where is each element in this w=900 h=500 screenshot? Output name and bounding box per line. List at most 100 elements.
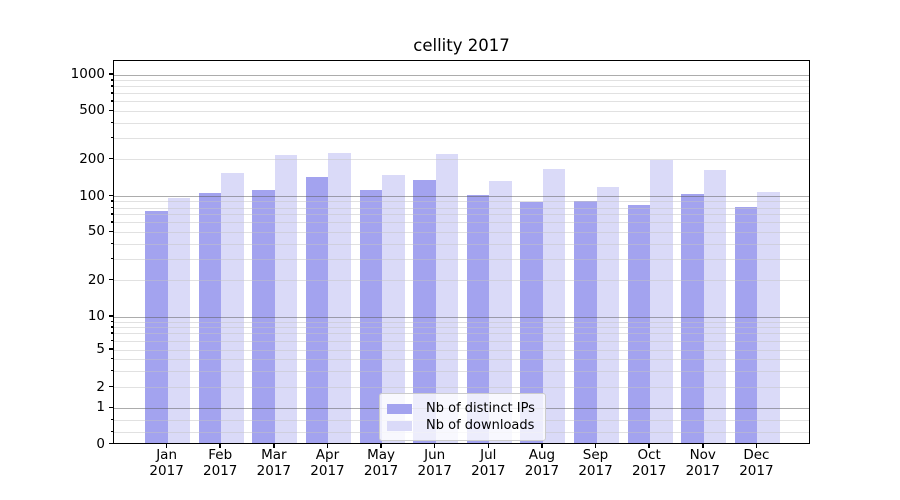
bar-distinct-ips <box>198 193 222 443</box>
y-tick-mark <box>109 442 113 445</box>
y-tick-label: 1000 <box>70 66 105 82</box>
y-minor-tick-mark <box>110 92 113 94</box>
y-tick-mark <box>109 230 113 233</box>
x-tick-label: Nov 2017 <box>685 447 720 479</box>
gridline <box>114 333 809 335</box>
gridline <box>114 327 809 329</box>
x-tick-mark <box>326 443 329 448</box>
x-tick-label: Dec 2017 <box>739 447 774 479</box>
x-tick-label: Aug 2017 <box>524 447 560 479</box>
gridline <box>114 214 809 216</box>
gridline <box>114 207 809 209</box>
bar-downloads <box>596 186 620 443</box>
y-minor-tick-mark <box>110 79 113 81</box>
y-tick-label: 20 <box>87 271 105 288</box>
x-tick-mark <box>273 443 275 448</box>
y-minor-tick-mark <box>110 369 113 372</box>
y-minor-tick-mark <box>110 136 113 139</box>
gridline <box>114 86 809 88</box>
gridline <box>114 243 809 245</box>
y-minor-tick-mark <box>110 326 113 328</box>
bar-distinct-ips <box>359 189 383 443</box>
gridline <box>114 110 809 112</box>
x-tick-label: May 2017 <box>363 447 399 479</box>
x-tick-label: Jan 2017 <box>149 447 184 479</box>
gridline <box>114 340 809 342</box>
y-minor-tick-mark <box>110 257 113 260</box>
gridline <box>114 137 809 139</box>
bar-distinct-ips <box>305 176 329 443</box>
gridline <box>114 280 809 282</box>
bar-distinct-ips <box>252 189 275 443</box>
x-tick-label: Apr 2017 <box>310 447 345 479</box>
y-tick-label: 2 <box>96 378 105 395</box>
bar-distinct-ips <box>734 207 758 443</box>
x-tick-label: Feb 2017 <box>203 447 238 479</box>
bar-downloads <box>650 159 673 443</box>
gridline <box>114 370 809 372</box>
y-tick-label: 5 <box>96 341 105 357</box>
x-tick-mark <box>648 443 650 448</box>
legend-swatch-downloads <box>387 420 412 431</box>
legend-swatch-distinct-ips <box>387 403 412 414</box>
y-tick-mark <box>109 157 113 160</box>
bar-downloads <box>221 172 244 443</box>
gridline <box>114 358 809 360</box>
y-minor-tick-mark <box>110 430 113 433</box>
y-tick-mark <box>109 406 113 409</box>
y-minor-tick-mark <box>110 121 113 124</box>
legend: Nb of distinct IPs Nb of downloads <box>379 393 546 441</box>
gridline <box>114 74 809 76</box>
y-minor-tick-mark <box>110 339 113 342</box>
y-tick-label: 1 <box>96 399 105 416</box>
gridline <box>114 196 809 197</box>
x-tick-mark <box>219 443 221 448</box>
bar-distinct-ips <box>145 210 168 443</box>
x-tick-mark <box>541 443 543 448</box>
x-tick-mark <box>165 443 168 448</box>
bar-distinct-ips <box>413 180 436 443</box>
y-tick-label: 0 <box>96 435 105 452</box>
x-tick-mark <box>380 443 382 448</box>
x-tick-mark <box>487 443 490 448</box>
y-tick-mark <box>109 315 113 317</box>
y-tick-mark <box>109 348 113 350</box>
gridline <box>114 122 809 124</box>
y-tick-mark <box>109 73 113 75</box>
y-tick-label: 500 <box>79 102 105 119</box>
gridline <box>114 387 809 389</box>
gridline <box>114 222 809 224</box>
x-tick-mark <box>594 443 597 448</box>
y-minor-tick-mark <box>110 221 113 223</box>
y-minor-tick-mark <box>110 200 113 202</box>
y-minor-tick-mark <box>110 242 113 245</box>
y-tick-mark <box>109 194 113 197</box>
y-minor-tick-mark <box>110 213 113 215</box>
bar-downloads <box>328 153 351 443</box>
bar-distinct-ips <box>627 205 651 443</box>
x-tick-mark <box>702 443 704 448</box>
x-tick-mark <box>433 443 436 448</box>
bar-distinct-ips <box>681 193 704 443</box>
legend-item-distinct-ips: Nb of distinct IPs <box>387 400 535 417</box>
y-minor-tick-mark <box>110 332 113 334</box>
bar-downloads <box>703 169 727 443</box>
y-minor-tick-mark <box>110 100 113 102</box>
legend-label: Nb of distinct IPs <box>426 401 535 416</box>
gridline <box>114 321 809 323</box>
bar-downloads <box>167 198 191 443</box>
y-tick-label: 200 <box>79 150 105 167</box>
x-tick-label: Jun 2017 <box>417 447 452 479</box>
y-minor-tick-mark <box>110 206 113 209</box>
x-tick-label: Mar 2017 <box>256 447 292 479</box>
x-tick-label: Jul 2017 <box>471 447 506 479</box>
gridline <box>114 101 809 103</box>
y-tick-mark <box>109 109 113 112</box>
x-tick-mark <box>755 443 758 448</box>
x-tick-label: Oct 2017 <box>631 447 667 479</box>
bar-distinct-ips <box>466 194 490 443</box>
y-minor-tick-mark <box>110 418 113 421</box>
x-tick-label: Sep 2017 <box>578 447 613 479</box>
gridline <box>114 201 809 203</box>
gridline <box>114 349 809 351</box>
